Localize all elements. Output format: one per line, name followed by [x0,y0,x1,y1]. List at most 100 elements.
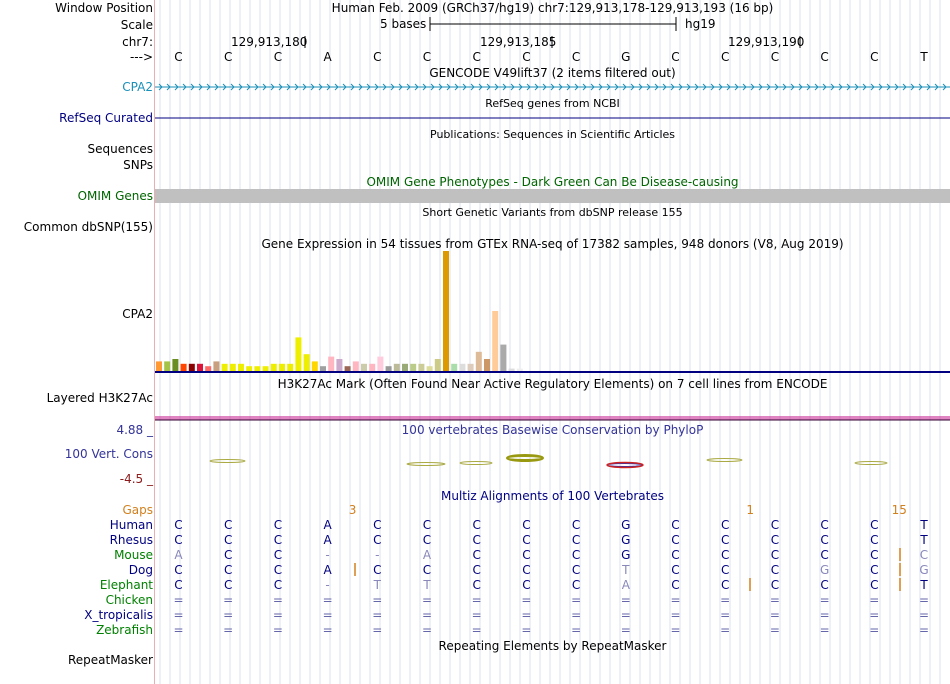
aligned-base: C [671,578,680,592]
window-position-value[interactable]: Human Feb. 2009 (GRCh37/hg19) chr7:129,9… [331,1,774,15]
species-label[interactable]: Human [109,518,153,532]
aligned-base: G [621,533,631,547]
strand-chevron [694,83,699,91]
aligned-base: C [820,518,829,532]
strand-chevron [294,83,299,91]
h3k27ac-label[interactable]: Layered H3K27Ac [46,391,153,405]
strand-label: ---> [129,50,153,64]
aligned-base: = [372,608,383,622]
gencode-track-title[interactable]: GENCODE V49lift37 (2 items filtered out) [429,66,676,80]
gtex-bar [418,363,425,371]
gencode-gene-label[interactable]: CPA2 [122,80,153,94]
aligned-base: C [174,563,183,577]
omim-bar [155,189,950,203]
species-label[interactable]: Dog [128,563,153,577]
aligned-base: - [325,548,330,562]
conservation-glyph [506,456,543,460]
repeatmasker-track-title[interactable]: Repeating Elements by RepeatMasker [438,639,667,653]
omim-track-title[interactable]: OMIM Gene Phenotypes - Dark Green Can Be… [366,175,739,189]
aligned-base: = [322,623,333,637]
gtex-bar [402,363,408,371]
strand-chevron [366,83,371,91]
snps-label[interactable]: SNPs [123,158,153,172]
aligned-base: = [223,623,234,637]
aligned-base: = [322,593,333,607]
strand-chevron [614,83,619,91]
strand-chevron [166,83,171,91]
conservation-track-title[interactable]: 100 vertebrates Basewise Conservation by… [401,423,704,437]
gtex-track-title[interactable]: Gene Expression in 54 tissues from GTEx … [261,237,844,251]
aligned-base: C [870,563,879,577]
repeatmasker-label[interactable]: RepeatMasker [67,653,153,667]
gtex-bar [369,363,376,371]
aligned-base: = [272,623,283,637]
aligned-base: C [273,578,283,592]
aligned-base: = [918,608,930,622]
aligned-base: C [472,533,481,547]
aligned-base: = [769,623,780,637]
strand-chevron [558,83,563,91]
strand-chevron [502,83,507,91]
strand-chevron [838,83,843,91]
aligned-base: C [571,548,581,562]
conservation-glyph [506,454,544,462]
conservation-label[interactable]: 100 Vert. Cons [64,447,153,461]
strand-chevron [414,83,419,91]
sequences-label[interactable]: Sequences [87,142,153,156]
multiz-track-title[interactable]: Multiz Alignments of 100 Vertebrates [440,489,665,503]
strand-chevron [622,83,627,91]
gap-count: 1 [746,503,754,517]
publications-track-title[interactable]: Publications: Sequences in Scientific Ar… [430,128,675,141]
strand-chevron [630,83,635,91]
aligned-base: C [820,533,829,547]
gtex-bar [344,366,351,371]
aligned-base: = [670,593,681,607]
strand-chevron [662,83,667,91]
gtex-bar [320,366,326,371]
strand-chevron [374,83,379,91]
species-label[interactable]: Elephant [99,578,153,592]
strand-chevron [534,83,539,91]
aligned-base: T [423,578,431,592]
gtex-bar [287,363,294,371]
aligned-base: C [770,533,780,547]
aligned-base: = [918,623,930,637]
species-label[interactable]: Zebrafish [96,623,153,637]
gtex-bar [451,363,458,371]
aligned-base: = [819,623,830,637]
species-label[interactable]: Rhesus [109,533,153,547]
window-position-label: Window Position [55,1,153,15]
refseq-track-title[interactable]: RefSeq genes from NCBI [485,97,620,110]
omim-label[interactable]: OMIM Genes [77,189,153,203]
base-letter: C [870,50,879,64]
species-label[interactable]: Mouse [114,548,153,562]
dbsnp-track-title[interactable]: Short Genetic Variants from dbSNP releas… [422,206,683,219]
species-label[interactable]: X_tropicalis [84,608,153,622]
species-label[interactable]: Chicken [105,593,153,607]
aligned-base: = [571,623,582,637]
gtex-bar [484,359,490,371]
conservation-glyph [854,461,888,465]
aligned-base: = [223,593,234,607]
aligned-base: A [323,518,332,532]
refseq-label[interactable]: RefSeq Curated [59,111,153,125]
base-letter: C [820,50,829,64]
strand-chevron [782,83,787,91]
strand-chevron [854,83,859,91]
strand-chevron [334,83,339,91]
gtex-bar [467,363,474,371]
aligned-base: C [472,548,481,562]
aligned-base: C [870,533,879,547]
base-letter: C [472,50,481,64]
aligned-base: C [522,563,531,577]
strand-chevron [398,83,403,91]
strand-chevron [878,83,883,91]
h3k27ac-track-title[interactable]: H3K27Ac Mark (Often Found Near Active Re… [277,377,828,391]
strand-chevron [470,83,475,91]
strand-chevron [926,83,931,91]
aligned-base: = [670,623,681,637]
label-divider [154,0,155,684]
coord-2: 129,913,185 [480,35,557,49]
dbsnp-label[interactable]: Common dbSNP(155) [23,220,153,234]
gtex-gene-label[interactable]: CPA2 [122,307,153,321]
